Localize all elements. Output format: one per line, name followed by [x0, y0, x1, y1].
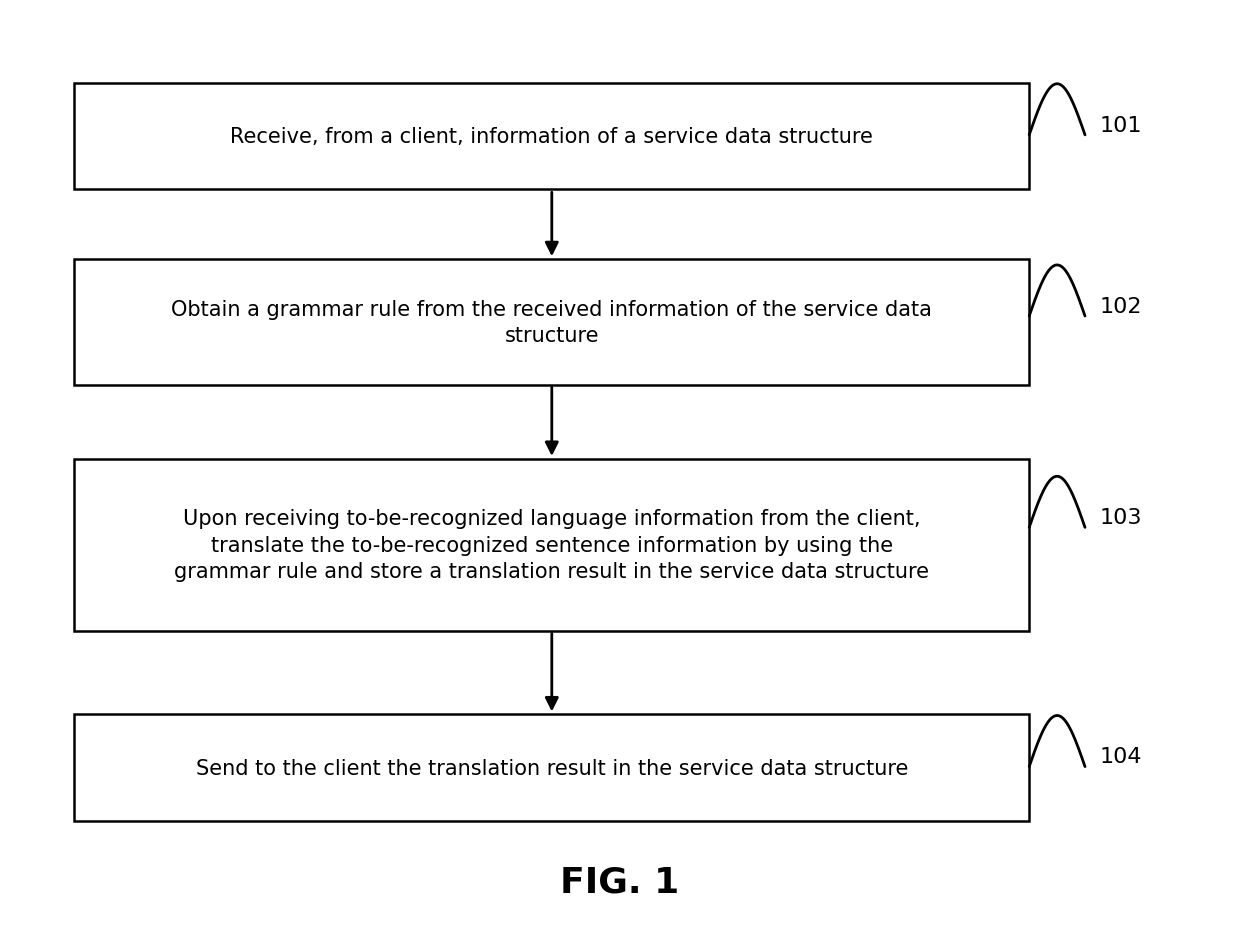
- FancyBboxPatch shape: [74, 459, 1029, 631]
- Text: Obtain a grammar rule from the received information of the service data
structur: Obtain a grammar rule from the received …: [171, 300, 932, 345]
- Text: Receive, from a client, information of a service data structure: Receive, from a client, information of a…: [231, 127, 873, 147]
- Text: Upon receiving to-be-recognized language information from the client,
translate : Upon receiving to-be-recognized language…: [175, 509, 929, 582]
- FancyBboxPatch shape: [74, 84, 1029, 190]
- Text: 102: 102: [1100, 296, 1142, 316]
- Text: 104: 104: [1100, 746, 1142, 767]
- Text: 101: 101: [1100, 115, 1142, 135]
- FancyBboxPatch shape: [74, 715, 1029, 821]
- Text: FIG. 1: FIG. 1: [560, 865, 680, 898]
- Text: Send to the client the translation result in the service data structure: Send to the client the translation resul…: [196, 758, 908, 778]
- Text: 103: 103: [1100, 508, 1142, 528]
- FancyBboxPatch shape: [74, 260, 1029, 385]
